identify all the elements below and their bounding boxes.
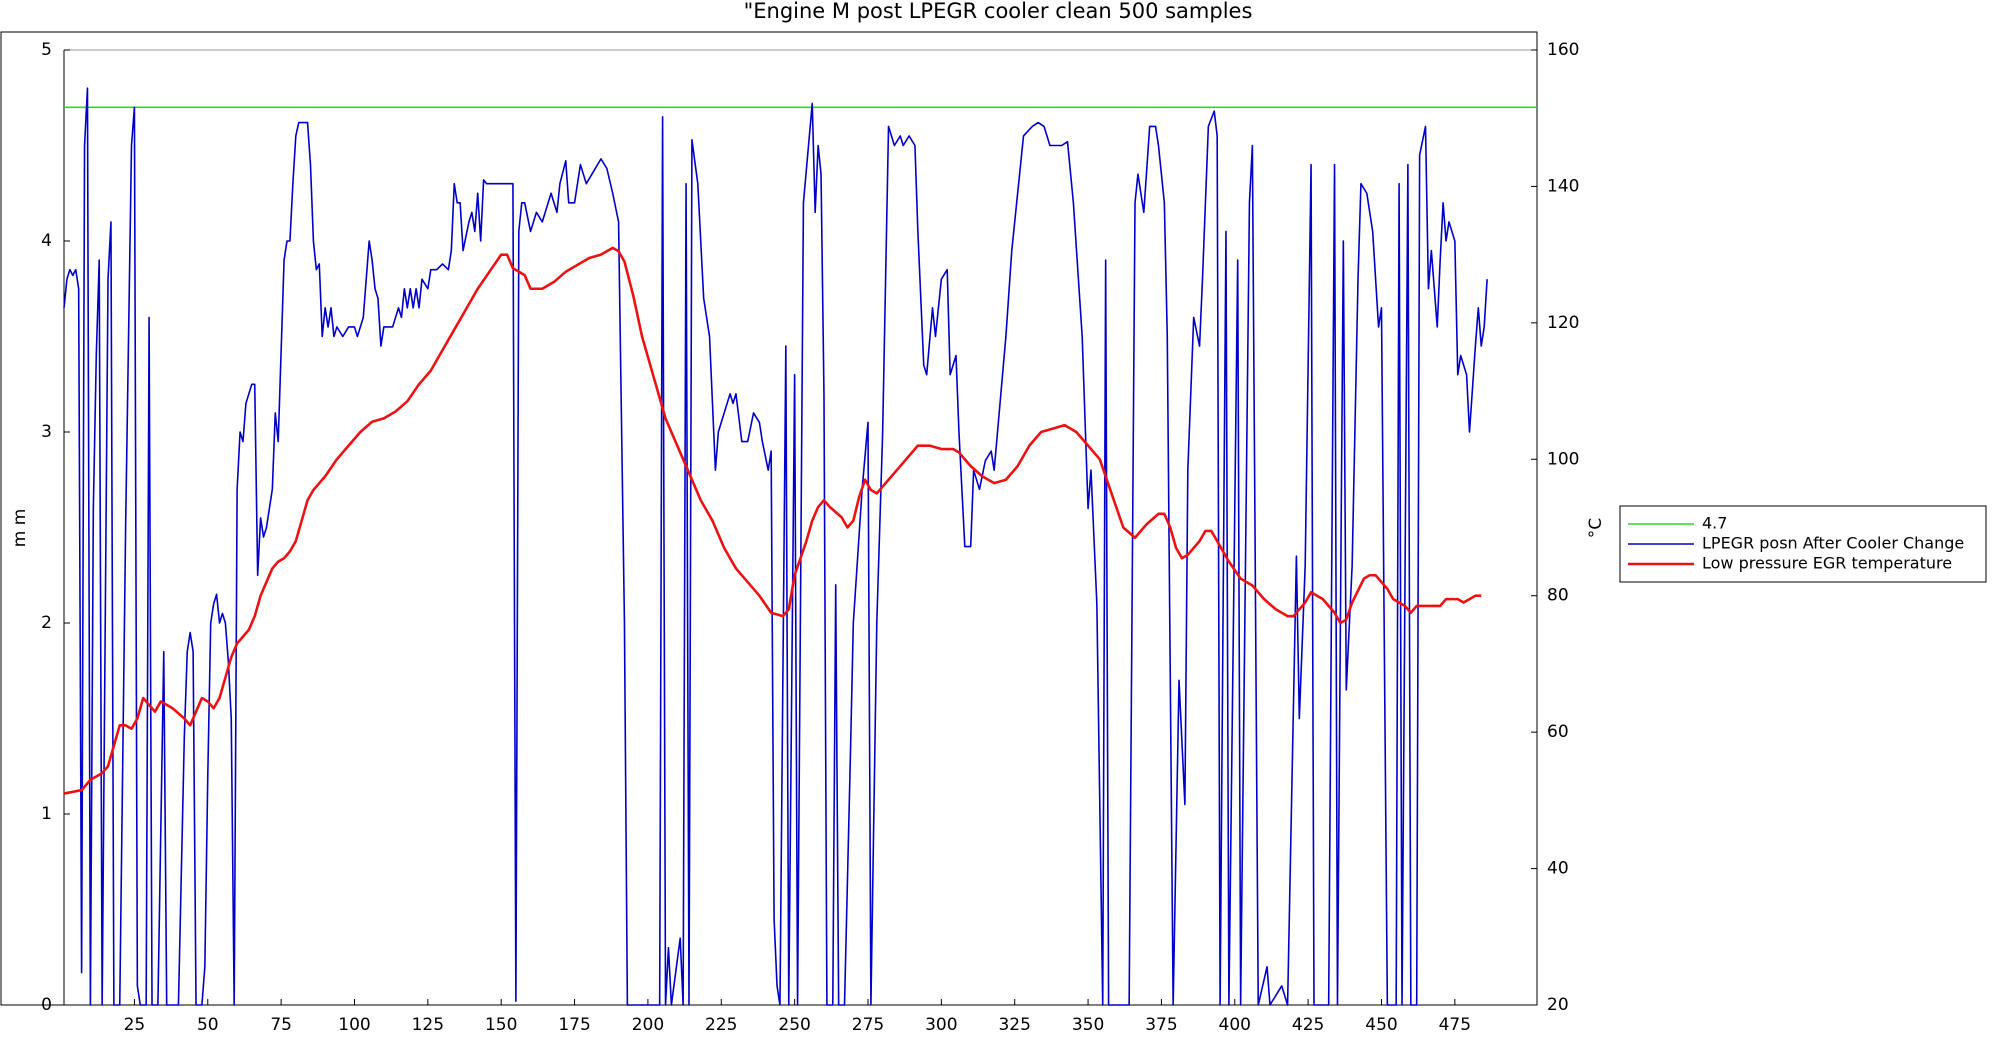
x-tick-label: 250 <box>778 1015 810 1035</box>
x-tick-label: 400 <box>1219 1015 1251 1035</box>
y-tick-label: 3 <box>41 422 52 442</box>
x-tick-label: 175 <box>558 1015 590 1035</box>
x-tick-label: 225 <box>705 1015 737 1035</box>
x-tick-label: 375 <box>1145 1015 1177 1035</box>
y2-tick-label: 60 <box>1547 722 1569 742</box>
x-tick-label: 350 <box>1072 1015 1104 1035</box>
x-tick-label: 50 <box>197 1015 219 1035</box>
x-tick-label: 75 <box>270 1015 292 1035</box>
x-tick-label: 100 <box>338 1015 370 1035</box>
y2-tick-label: 80 <box>1547 586 1569 606</box>
x-tick-label: 425 <box>1292 1015 1324 1035</box>
x-tick-label: 450 <box>1365 1015 1397 1035</box>
data-line <box>63 87 1488 1006</box>
y-tick-label: 5 <box>41 40 52 60</box>
x-tick-label: 325 <box>998 1015 1030 1035</box>
y2-tick-label: 140 <box>1547 176 1579 196</box>
chart-title: "Engine M post LPEGR cooler clean 500 sa… <box>744 0 1253 23</box>
x-tick-label: 200 <box>632 1015 664 1035</box>
y2-axis-label: °C <box>1586 518 1606 538</box>
y-tick-label: 1 <box>41 804 52 824</box>
x-tick-label: 125 <box>412 1015 444 1035</box>
legend-label: LPEGR posn After Cooler Change <box>1702 534 1964 553</box>
legend-label: Low pressure EGR temperature <box>1702 554 1952 573</box>
x-tick-label: 275 <box>852 1015 884 1035</box>
legend-label: 4.7 <box>1702 514 1727 533</box>
x-tick-label: 475 <box>1439 1015 1471 1035</box>
y2-tick-label: 20 <box>1547 995 1569 1015</box>
x-tick-label: 150 <box>485 1015 517 1035</box>
x-tick-label: 25 <box>124 1015 146 1035</box>
y-tick-label: 0 <box>41 995 52 1015</box>
y-tick-label: 2 <box>41 613 52 633</box>
x-tick-label: 300 <box>925 1015 957 1035</box>
y2-tick-label: 40 <box>1547 859 1569 879</box>
data-line <box>63 246 1482 795</box>
y2-tick-label: 120 <box>1547 313 1579 333</box>
y-axis-label: m m <box>10 509 30 548</box>
y2-tick-label: 100 <box>1547 449 1579 469</box>
y2-tick-label: 160 <box>1547 40 1579 60</box>
y-tick-label: 4 <box>41 231 52 251</box>
